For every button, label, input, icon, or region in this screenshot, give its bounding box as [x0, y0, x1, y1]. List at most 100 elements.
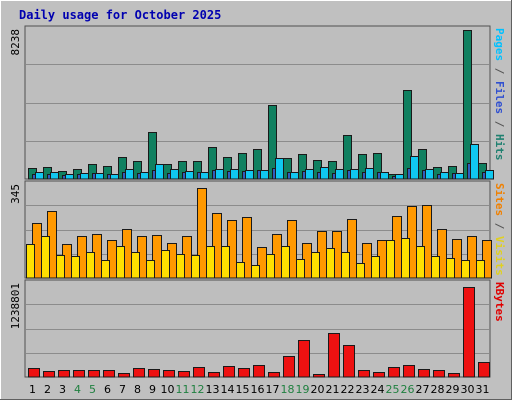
bar-pages-day-31	[485, 170, 494, 180]
bar-pages-day-27	[425, 169, 434, 180]
day-label-30: 30	[461, 383, 475, 396]
bar-sites-day-12	[191, 255, 200, 279]
bar-pages-day-29	[455, 173, 464, 180]
bar-kbytes-day-13	[208, 372, 220, 378]
bar-pages-day-25	[395, 174, 404, 180]
bar-sites-day-29	[446, 258, 455, 279]
bar-pages-day-19	[305, 169, 314, 180]
bar-pages-day-24	[380, 172, 389, 180]
day-label-22: 22	[341, 383, 355, 396]
bar-sites-day-25	[386, 240, 395, 279]
bar-sites-day-22	[341, 252, 350, 279]
bar-pages-day-5	[95, 173, 104, 180]
legend-entry-pages: Pages	[493, 28, 506, 61]
bar-kbytes-day-28	[433, 370, 445, 378]
series-pages	[35, 144, 494, 180]
bar-visits-day-27	[422, 205, 432, 279]
bar-pages-day-11	[185, 171, 194, 180]
bar-kbytes-day-11	[178, 371, 190, 378]
legend-entry-kbytes: KBytes	[493, 282, 506, 322]
bar-visits-day-31	[482, 240, 492, 279]
day-label-28: 28	[431, 383, 445, 396]
day-label-31: 31	[476, 383, 490, 396]
bar-sites-day-11	[176, 254, 185, 279]
day-label-9: 9	[149, 383, 156, 396]
day-label-11: 11	[176, 383, 190, 396]
day-label-23: 23	[356, 383, 370, 396]
bar-pages-day-16	[260, 170, 269, 180]
day-label-4: 4	[74, 383, 81, 396]
bar-pages-day-21	[335, 169, 344, 180]
panel-visits-legend: Sites / Visits	[493, 183, 506, 276]
bar-kbytes-day-20	[313, 374, 325, 378]
panel-kbytes-ymax-label: 1238801	[9, 283, 22, 329]
legend-entry-/: /	[493, 114, 506, 134]
day-label-8: 8	[134, 383, 141, 396]
day-label-1: 1	[29, 383, 36, 396]
bar-pages-day-2	[50, 172, 59, 180]
bar-sites-day-9	[146, 260, 155, 279]
bar-pages-day-15	[245, 170, 254, 180]
bar-visits-day-12	[197, 188, 207, 279]
chart-panels: 8238 Pages / Files / Hits 345 Sites / Visit…	[9, 25, 506, 378]
legend-entry-hits: Hits	[493, 134, 506, 161]
bar-sites-day-21	[326, 248, 335, 279]
chart-title: Daily usage for October 2025	[19, 8, 221, 22]
series-hits	[28, 30, 487, 180]
bar-sites-day-15	[236, 262, 245, 279]
bar-pages-day-12	[200, 172, 209, 180]
bar-kbytes-day-21	[328, 333, 340, 378]
bar-sites-day-6	[101, 260, 110, 279]
bar-pages-day-1	[35, 172, 44, 180]
day-label-13: 13	[206, 383, 220, 396]
bar-pages-day-4	[80, 173, 89, 180]
day-labels: 1 2 3 4 5 6 7 8 9 10 11 12 13 14 15 16 17 18 19 20 21 22 23 24 2…	[29, 383, 490, 396]
bar-visits-day-28	[437, 229, 447, 279]
bar-sites-day-17	[266, 254, 275, 279]
bar-pages-day-3	[65, 174, 74, 180]
bar-kbytes-day-6	[103, 370, 115, 378]
panel-hits-legend: Pages / Files / Hits	[493, 28, 506, 161]
day-label-17: 17	[266, 383, 280, 396]
bar-visits-day-13	[212, 213, 222, 279]
panel-visits-ymax-label: 345	[9, 184, 22, 204]
legend-entry-/: /	[493, 216, 506, 236]
panel-kbytes-plot	[24, 279, 491, 378]
day-label-27: 27	[416, 383, 430, 396]
bar-sites-day-24	[371, 256, 380, 279]
bar-sites-day-30	[461, 260, 470, 279]
bar-kbytes-day-8	[133, 368, 145, 378]
bar-kbytes-day-24	[373, 372, 385, 378]
bar-pages-day-22	[350, 169, 359, 180]
bar-kbytes-day-26	[403, 365, 415, 378]
bar-kbytes-day-15	[238, 368, 250, 378]
bar-sites-day-8	[131, 252, 140, 279]
bar-sites-day-23	[356, 263, 365, 279]
series-kbytes	[28, 287, 490, 378]
bar-kbytes-day-4	[73, 370, 85, 378]
bar-sites-day-16	[251, 265, 260, 279]
bar-kbytes-day-25	[388, 367, 400, 378]
day-label-20: 20	[311, 383, 325, 396]
bar-pages-day-18	[290, 172, 299, 180]
bar-sites-day-4	[71, 256, 80, 279]
legend-entry-visits: Visits	[493, 236, 506, 276]
bar-pages-day-6	[110, 174, 119, 180]
bar-sites-day-10	[161, 250, 170, 279]
bar-sites-day-31	[476, 260, 485, 279]
bar-visits-day-22	[347, 219, 357, 279]
day-label-7: 7	[119, 383, 126, 396]
bar-sites-day-7	[116, 246, 125, 279]
bar-pages-day-7	[125, 169, 134, 180]
bar-sites-day-1	[26, 244, 35, 279]
bar-kbytes-day-23	[358, 370, 370, 378]
bar-kbytes-day-14	[223, 366, 235, 378]
day-label-3: 3	[59, 383, 66, 396]
bar-sites-day-18	[281, 246, 290, 279]
day-label-2: 2	[44, 383, 51, 396]
day-label-21: 21	[326, 383, 340, 396]
bar-sites-day-20	[311, 252, 320, 279]
series-sites	[26, 236, 485, 279]
legend-entry-files: Files	[493, 81, 506, 114]
